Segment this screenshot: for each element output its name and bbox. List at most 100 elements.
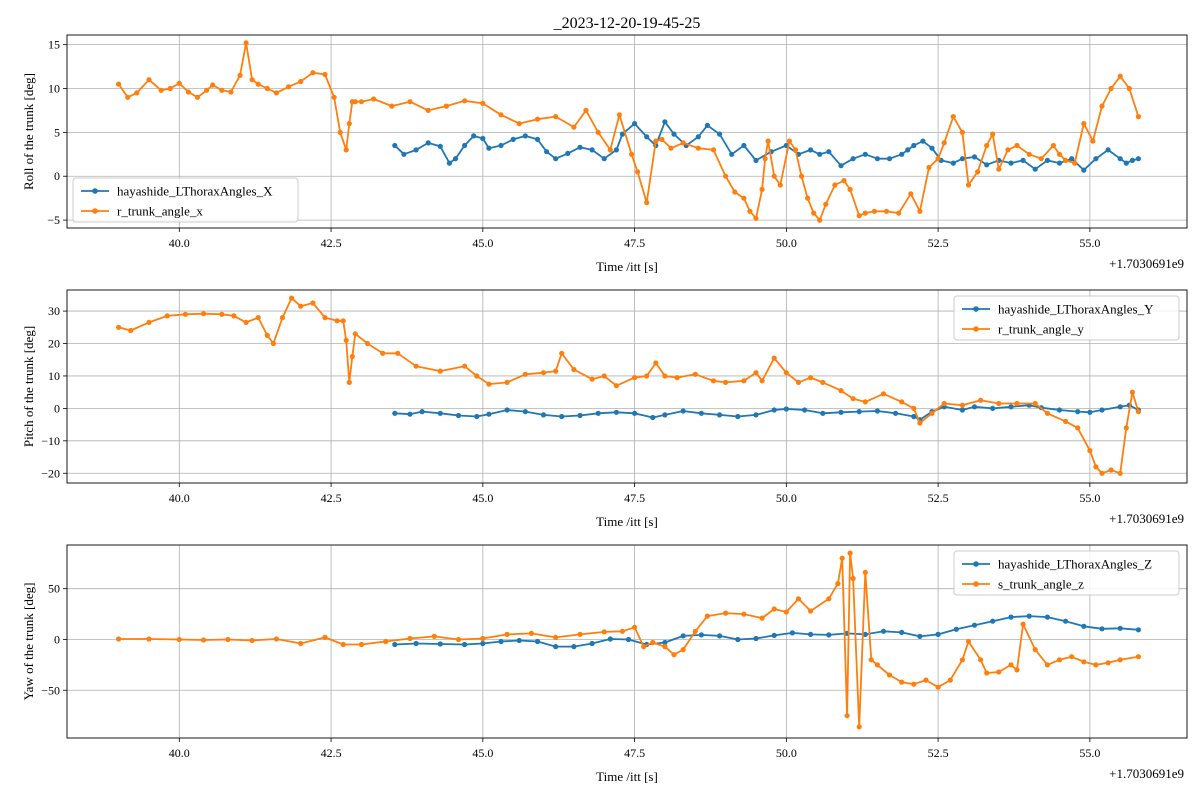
data-point xyxy=(116,324,122,330)
data-point xyxy=(662,119,668,125)
data-point xyxy=(710,378,717,384)
data-point xyxy=(270,340,276,347)
data-point xyxy=(996,669,1002,675)
series-line-2 xyxy=(118,552,1139,728)
data-point xyxy=(392,410,398,416)
data-point xyxy=(289,295,295,301)
y-tick-label: 15 xyxy=(48,38,60,52)
data-point xyxy=(735,413,741,420)
data-point xyxy=(856,213,862,219)
data-point xyxy=(504,631,510,638)
data-point xyxy=(1032,647,1038,653)
data-point xyxy=(1135,156,1141,162)
data-point xyxy=(146,636,152,642)
data-point xyxy=(826,596,832,602)
data-point xyxy=(996,166,1002,172)
x-tick-label: 45.0 xyxy=(472,746,493,760)
y-axis-label: Roll of the trunk [deg] xyxy=(21,73,36,190)
legend-label: s_trunk_angle_z xyxy=(998,577,1084,592)
data-point xyxy=(629,151,635,157)
data-point xyxy=(753,370,759,376)
data-point xyxy=(1044,614,1050,620)
data-point xyxy=(741,195,747,201)
data-point xyxy=(899,399,905,405)
data-point xyxy=(835,581,841,587)
data-point xyxy=(1105,147,1111,153)
data-point xyxy=(455,636,462,643)
data-point xyxy=(337,129,343,135)
data-point xyxy=(723,379,729,385)
data-point xyxy=(431,633,437,640)
x-tick-label: 40.0 xyxy=(169,491,190,505)
data-point xyxy=(601,156,607,162)
data-point xyxy=(498,112,504,118)
data-point xyxy=(984,162,990,168)
data-point xyxy=(322,634,328,641)
data-point xyxy=(322,71,328,78)
data-point xyxy=(219,87,225,93)
data-point xyxy=(759,186,765,192)
legend-box xyxy=(953,295,1180,341)
data-point xyxy=(1087,409,1093,415)
data-point xyxy=(917,208,923,214)
y-tick-label: −10 xyxy=(41,434,60,448)
data-point xyxy=(662,373,668,379)
data-point xyxy=(911,405,917,411)
data-point xyxy=(1099,407,1105,413)
data-point xyxy=(838,409,844,415)
y-tick-label: −50 xyxy=(41,683,60,697)
legend: hayashide_LThoraxAngles_X r_trunk_angle_x xyxy=(72,177,299,223)
data-point xyxy=(462,363,468,369)
data-point xyxy=(926,164,932,171)
data-point xyxy=(346,379,352,385)
data-point xyxy=(437,368,443,374)
data-point xyxy=(850,575,856,582)
data-point xyxy=(589,376,595,382)
chart-panel-3: 40.0 42.5 45.0 47.5 50.0 52.5 55.0 −50 0 50 Time /… xyxy=(21,544,1188,784)
x-tick-label: 52.5 xyxy=(928,746,949,760)
y-tick-label: 0 xyxy=(54,169,60,183)
data-point xyxy=(668,145,674,151)
data-point xyxy=(595,410,601,416)
data-point xyxy=(565,150,571,156)
data-point xyxy=(1099,103,1105,109)
data-point xyxy=(452,156,459,162)
data-point xyxy=(1044,410,1050,416)
legend-box xyxy=(953,550,1180,596)
legend-swatch-marker xyxy=(92,188,98,194)
data-point xyxy=(116,636,122,642)
data-point xyxy=(446,160,452,166)
x-offset-label: +1.7030691e9 xyxy=(1109,511,1184,526)
data-point xyxy=(783,370,789,376)
data-point xyxy=(1032,400,1038,407)
legend: hayashide_LThoraxAngles_Z s_trunk_angle_z xyxy=(953,550,1180,596)
legend-label: r_trunk_angle_y xyxy=(998,322,1084,337)
data-point xyxy=(1123,160,1129,166)
data-point xyxy=(662,412,668,418)
data-point xyxy=(528,630,535,637)
data-point xyxy=(990,618,996,624)
data-point xyxy=(1014,142,1020,149)
data-point xyxy=(437,641,443,647)
data-point xyxy=(808,147,814,153)
data-point xyxy=(839,555,845,561)
data-point xyxy=(164,313,170,319)
x-tick-label: 52.5 xyxy=(928,491,949,505)
x-tick-label: 55.0 xyxy=(1079,491,1100,505)
data-point xyxy=(249,637,255,644)
legend-swatch-marker xyxy=(92,208,98,214)
data-point xyxy=(504,407,510,413)
y-tick-label: −5 xyxy=(47,213,60,227)
data-point xyxy=(741,378,747,384)
data-point xyxy=(331,94,337,100)
data-point xyxy=(498,142,504,149)
data-point xyxy=(911,142,917,149)
data-point xyxy=(838,388,844,394)
data-point xyxy=(474,413,480,420)
data-point xyxy=(601,373,607,379)
data-point xyxy=(723,173,729,179)
data-point xyxy=(753,635,759,642)
data-point xyxy=(364,340,371,347)
data-point xyxy=(1093,156,1099,162)
